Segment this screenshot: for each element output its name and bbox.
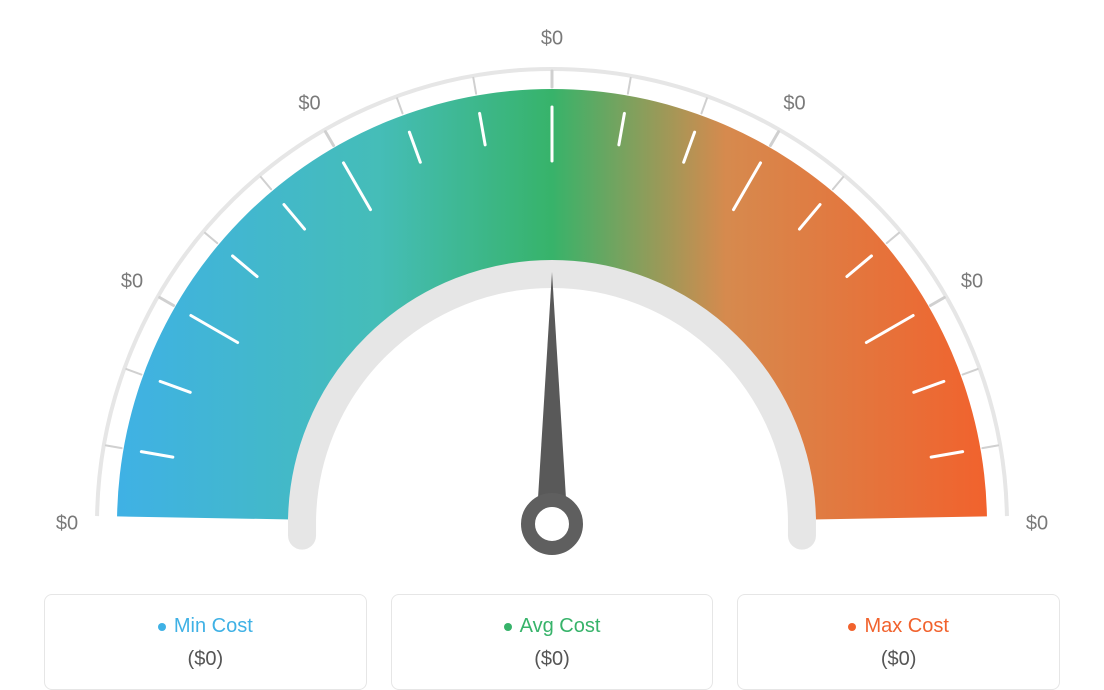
gauge-tick-label: $0: [121, 270, 143, 293]
legend-value-min: ($0): [57, 648, 354, 671]
legend-dot-min: [158, 623, 166, 631]
legend-label-min: Min Cost: [174, 615, 253, 638]
gauge-tick-label: $0: [298, 92, 320, 115]
gauge-chart: [42, 14, 1062, 560]
legend-title-avg: Avg Cost: [504, 615, 601, 638]
gauge-tick-label: $0: [56, 513, 78, 536]
legend-title-min: Min Cost: [158, 615, 253, 638]
gauge-tick-label: $0: [1026, 513, 1048, 536]
legend-label-avg: Avg Cost: [520, 615, 601, 638]
legend-title-max: Max Cost: [848, 615, 948, 638]
legend-value-avg: ($0): [404, 648, 701, 671]
gauge-container: $0 $0 $0 $0 $0 $0 $0: [0, 0, 1104, 560]
gauge-tick-label: $0: [961, 270, 983, 293]
legend-row: Min Cost ($0) Avg Cost ($0) Max Cost ($0…: [44, 594, 1060, 690]
legend-card-min: Min Cost ($0): [44, 594, 367, 690]
legend-label-max: Max Cost: [864, 615, 948, 638]
gauge-tick-label: $0: [783, 92, 805, 115]
gauge-tick-label: $0: [541, 28, 563, 51]
legend-dot-max: [848, 623, 856, 631]
legend-value-max: ($0): [750, 648, 1047, 671]
legend-dot-avg: [504, 623, 512, 631]
legend-card-max: Max Cost ($0): [737, 594, 1060, 690]
legend-card-avg: Avg Cost ($0): [391, 594, 714, 690]
